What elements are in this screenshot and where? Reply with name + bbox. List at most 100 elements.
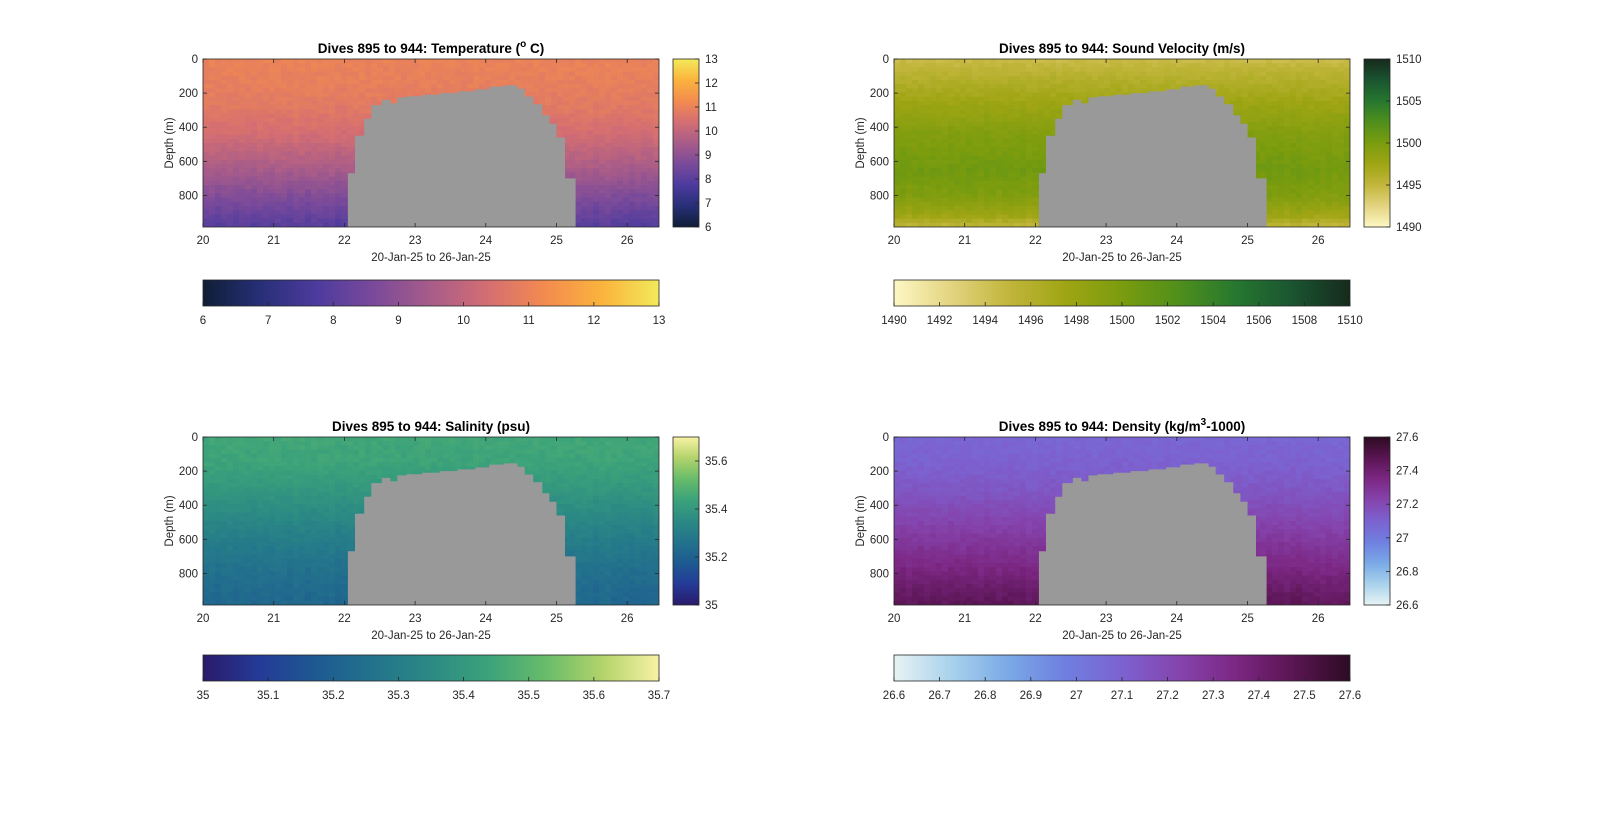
temperature-cell bbox=[251, 96, 258, 102]
temperature-cell bbox=[269, 130, 276, 136]
temperature-cell bbox=[551, 105, 558, 110]
temperature-cell bbox=[227, 67, 234, 73]
sound-velocity-cell bbox=[1032, 159, 1039, 165]
temperature-cell bbox=[539, 92, 546, 98]
sound-velocity-cell bbox=[972, 138, 979, 144]
temperature-cbar-h-tick-label: 7 bbox=[265, 315, 271, 327]
sound-velocity-cell bbox=[942, 134, 949, 140]
sound-velocity-cell bbox=[894, 113, 901, 119]
sound-velocity-cell bbox=[1038, 96, 1045, 102]
sound-velocity-cell bbox=[972, 185, 979, 190]
sound-velocity-cell bbox=[996, 71, 1003, 77]
sound-velocity-cell bbox=[912, 134, 919, 140]
sound-velocity-cell bbox=[942, 210, 949, 215]
sound-velocity-cell bbox=[942, 151, 949, 157]
sound-velocity-cell bbox=[906, 126, 913, 131]
sound-velocity-cell bbox=[978, 126, 985, 131]
temperature-cell bbox=[245, 75, 252, 81]
sound-velocity-cell bbox=[1038, 59, 1045, 64]
sound-velocity-cell bbox=[936, 155, 943, 161]
sound-velocity-cell bbox=[1014, 130, 1021, 136]
temperature-cell bbox=[623, 92, 630, 98]
temperature-cell bbox=[581, 214, 588, 220]
temperature-cell bbox=[599, 222, 606, 227]
temperature-cell bbox=[239, 67, 246, 73]
sound-velocity-cell bbox=[894, 67, 901, 73]
temperature-cell bbox=[203, 159, 210, 165]
sound-velocity-cell bbox=[1110, 88, 1117, 94]
temperature-cell bbox=[317, 159, 324, 165]
sound-velocity-cell bbox=[996, 201, 1003, 207]
sound-velocity-cell bbox=[960, 88, 967, 94]
sound-velocity-cell bbox=[936, 75, 943, 81]
temperature-cell bbox=[617, 159, 624, 165]
temperature-cell bbox=[203, 138, 210, 144]
sound-velocity-cell bbox=[978, 101, 985, 106]
temperature-cell bbox=[599, 176, 606, 182]
temperature-cell bbox=[251, 92, 258, 98]
sound-velocity-cell bbox=[972, 222, 979, 227]
sound-velocity-cell bbox=[1044, 117, 1051, 123]
sound-velocity-cell bbox=[1008, 180, 1015, 186]
sound-velocity-cell bbox=[978, 210, 985, 215]
temperature-cell bbox=[239, 138, 246, 144]
temperature-cell bbox=[647, 59, 654, 64]
temperature-cell bbox=[647, 130, 654, 136]
temperature-cell bbox=[203, 206, 210, 211]
sound-velocity-cell bbox=[984, 134, 991, 140]
temperature-cell bbox=[269, 147, 276, 152]
temperature-cell bbox=[269, 185, 276, 190]
sound-velocity-cell bbox=[948, 113, 955, 119]
temperature-cell bbox=[599, 67, 606, 73]
temperature-cell bbox=[605, 143, 612, 148]
temperature-cell bbox=[485, 80, 492, 85]
temperature-cell bbox=[275, 92, 282, 98]
temperature-cell bbox=[203, 134, 210, 140]
temperature-cell bbox=[317, 67, 324, 73]
temperature-cell bbox=[347, 67, 354, 73]
temperature-cell bbox=[599, 206, 606, 211]
sound-velocity-cell bbox=[942, 214, 949, 220]
sound-velocity-cell bbox=[912, 218, 919, 224]
sound-velocity-cell bbox=[960, 180, 967, 186]
temperature-cell bbox=[209, 67, 216, 73]
temperature-cell bbox=[521, 67, 528, 73]
sound-velocity-cell bbox=[1068, 96, 1075, 102]
sound-velocity-cell bbox=[1146, 63, 1153, 68]
temperature-cell bbox=[287, 185, 294, 190]
temperature-cell bbox=[305, 138, 312, 144]
temperature-cell bbox=[239, 117, 246, 123]
sound-velocity-cell bbox=[1044, 63, 1051, 68]
sound-velocity-cell bbox=[930, 59, 937, 64]
temperature-cell bbox=[215, 206, 222, 211]
temperature-cell bbox=[257, 122, 264, 127]
temperature-cell bbox=[251, 176, 258, 182]
temperature-cell bbox=[653, 206, 659, 211]
temperature-cell bbox=[587, 96, 594, 102]
temperature-cell bbox=[593, 88, 600, 94]
sound-velocity-cell bbox=[906, 92, 913, 98]
temperature-cell bbox=[239, 113, 246, 119]
sound-velocity-cell bbox=[1020, 222, 1027, 227]
sound-velocity-cell bbox=[912, 168, 919, 173]
temperature-cell bbox=[581, 201, 588, 207]
sound-velocity-cell bbox=[930, 180, 937, 186]
temperature-cell bbox=[611, 164, 618, 169]
sound-velocity-cell bbox=[1032, 155, 1039, 161]
temperature-cell bbox=[233, 155, 240, 161]
sound-velocity-cell bbox=[900, 126, 907, 131]
temperature-cell bbox=[359, 122, 366, 127]
temperature-cell bbox=[299, 151, 306, 157]
temperature-cell bbox=[293, 67, 300, 73]
temperature-cell bbox=[239, 88, 246, 94]
temperature-cell bbox=[305, 164, 312, 169]
temperature-cell bbox=[539, 75, 546, 81]
temperature-cell bbox=[329, 193, 336, 199]
temperature-cell bbox=[317, 84, 324, 89]
temperature-cell bbox=[599, 71, 606, 77]
temperature-cell bbox=[617, 113, 624, 119]
temperature-cell bbox=[647, 197, 654, 203]
temperature-y-tick-label: 200 bbox=[179, 88, 198, 100]
sound-velocity-cell bbox=[960, 201, 967, 207]
temperature-cell bbox=[257, 189, 264, 194]
